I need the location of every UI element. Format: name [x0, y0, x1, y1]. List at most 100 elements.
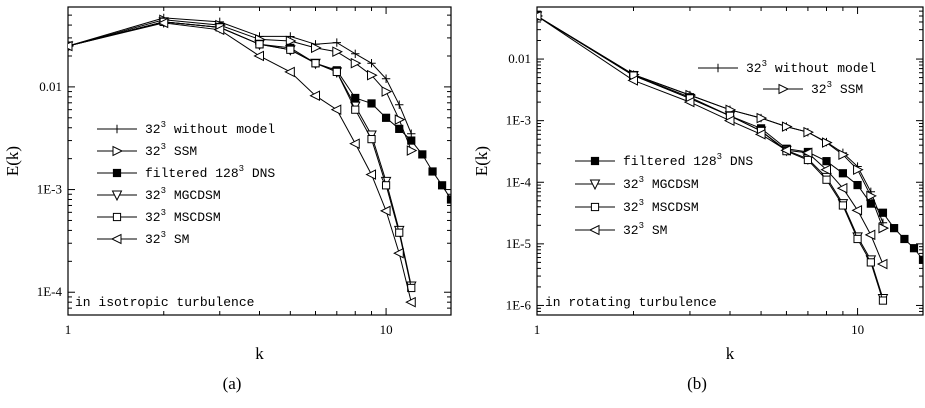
legend-label: filtered 1283 DNS: [145, 164, 275, 181]
data-point: [781, 121, 793, 132]
data-point: [393, 247, 404, 259]
data-point: [381, 113, 391, 122]
data-point: [853, 164, 864, 175]
data-point: [330, 104, 342, 115]
data-point: [351, 49, 360, 59]
data-point: [864, 229, 876, 241]
data-point: [683, 96, 695, 108]
x-axis-label: k: [726, 344, 735, 363]
legend-label: filtered 1283 DNS: [623, 152, 753, 169]
series-line: [537, 15, 923, 261]
legend: 323 without model 323 SSM filtered 1283 DN…: [575, 59, 876, 238]
legend-entry-323-mgcdsm: 323 MGCDSM: [575, 175, 699, 192]
data-point: [851, 205, 863, 216]
legend-marker: [112, 124, 122, 134]
data-point: [838, 169, 847, 178]
legend-marker: [112, 145, 124, 157]
legend-entry-323-sm: 323 SM: [575, 221, 667, 238]
data-point: [395, 228, 404, 237]
data-point: [853, 234, 862, 244]
x-tick-label: 1: [65, 322, 72, 337]
data-point: [820, 164, 831, 175]
data-point: [68, 40, 73, 52]
data-point: [876, 258, 888, 270]
data-point: [822, 175, 831, 184]
series-line: [68, 21, 412, 289]
data-point: [405, 296, 416, 308]
data-point: [723, 115, 735, 126]
data-point: [866, 190, 877, 202]
caption-b: (b): [687, 374, 707, 393]
legend-marker: [110, 233, 122, 245]
data-point: [900, 234, 909, 244]
data-point: [350, 57, 362, 69]
data-point: [367, 69, 378, 81]
series-line: [68, 21, 412, 287]
data-point: [878, 296, 888, 305]
data-point: [381, 181, 391, 190]
legend-label: 323 without model: [145, 120, 275, 137]
legend-label: 323 without model: [746, 59, 876, 76]
x-tick-label: 10: [851, 322, 864, 337]
legend-entry-323-without-model: 323 without model: [97, 120, 275, 137]
data-point: [309, 90, 321, 102]
data-point: [909, 244, 919, 253]
series-323-sm: [537, 10, 888, 270]
data-point: [367, 99, 376, 108]
legend-entry-323-mscdsm: 323 MSCDSM: [97, 208, 221, 225]
series-323-mscdsm: [68, 17, 416, 293]
legend-entry-323-mgcdsm: 323 MGCDSM: [97, 186, 221, 203]
data-point: [836, 182, 848, 194]
data-point: [157, 17, 169, 29]
plot-area: [537, 10, 923, 305]
legend-entry-323-mscdsm: 323 MSCDSM: [575, 198, 699, 215]
data-point: [822, 157, 831, 166]
legend-entry-323-ssm: 323 SSM: [763, 80, 863, 97]
legend-label: 323 SM: [623, 221, 667, 238]
x-axis-label: k: [255, 344, 264, 363]
series-323-without-model: [537, 11, 888, 227]
plot-annotation: in isotropic turbulence: [75, 295, 254, 310]
data-point: [918, 255, 923, 264]
data-point: [822, 137, 833, 148]
y-tick-label: 0.01: [508, 51, 531, 66]
y-tick-label: 1E-6: [506, 297, 532, 312]
series-line: [68, 17, 412, 134]
data-point: [803, 155, 813, 165]
legend-marker: [590, 202, 600, 212]
data-point: [367, 59, 376, 68]
data-point: [284, 66, 295, 78]
legend-marker: [589, 179, 601, 191]
plot-area: [68, 13, 451, 308]
legend-entry-filtered-1283-dns: filtered 1283 DNS: [575, 152, 753, 169]
data-point: [801, 147, 813, 159]
legend-label: 323 MSCDSM: [145, 208, 221, 225]
y-tick-label: 1E-3: [506, 113, 531, 128]
legend-entry-323-sm: 323 SM: [97, 230, 189, 247]
legend-marker: [111, 190, 123, 202]
data-point: [311, 59, 320, 68]
data-point: [756, 112, 768, 124]
data-point: [286, 45, 295, 54]
data-point: [878, 208, 888, 217]
y-tick-label: 1E-4: [37, 284, 63, 299]
data-point: [351, 93, 360, 103]
legend-marker: [778, 83, 790, 95]
data-point: [418, 150, 427, 159]
data-point: [332, 67, 341, 76]
legend-label: 323 MGCDSM: [145, 186, 221, 203]
plot-frame: [67, 6, 452, 316]
x-tick-label: 10: [380, 322, 393, 337]
data-point: [349, 138, 360, 149]
data-point: [428, 167, 437, 176]
data-point: [838, 149, 850, 161]
series-323-mgcdsm: [68, 17, 417, 293]
panel-b: 1 10 1E-6 1E-5 1E-4 1E-3 0.01 k E(k) 323 without …: [472, 6, 924, 363]
data-point: [406, 145, 418, 156]
data-point: [381, 74, 391, 83]
legend-marker: [112, 212, 122, 222]
y-tick-label: 1E-4: [506, 174, 532, 189]
series-line: [537, 15, 884, 265]
data-point: [351, 105, 360, 114]
